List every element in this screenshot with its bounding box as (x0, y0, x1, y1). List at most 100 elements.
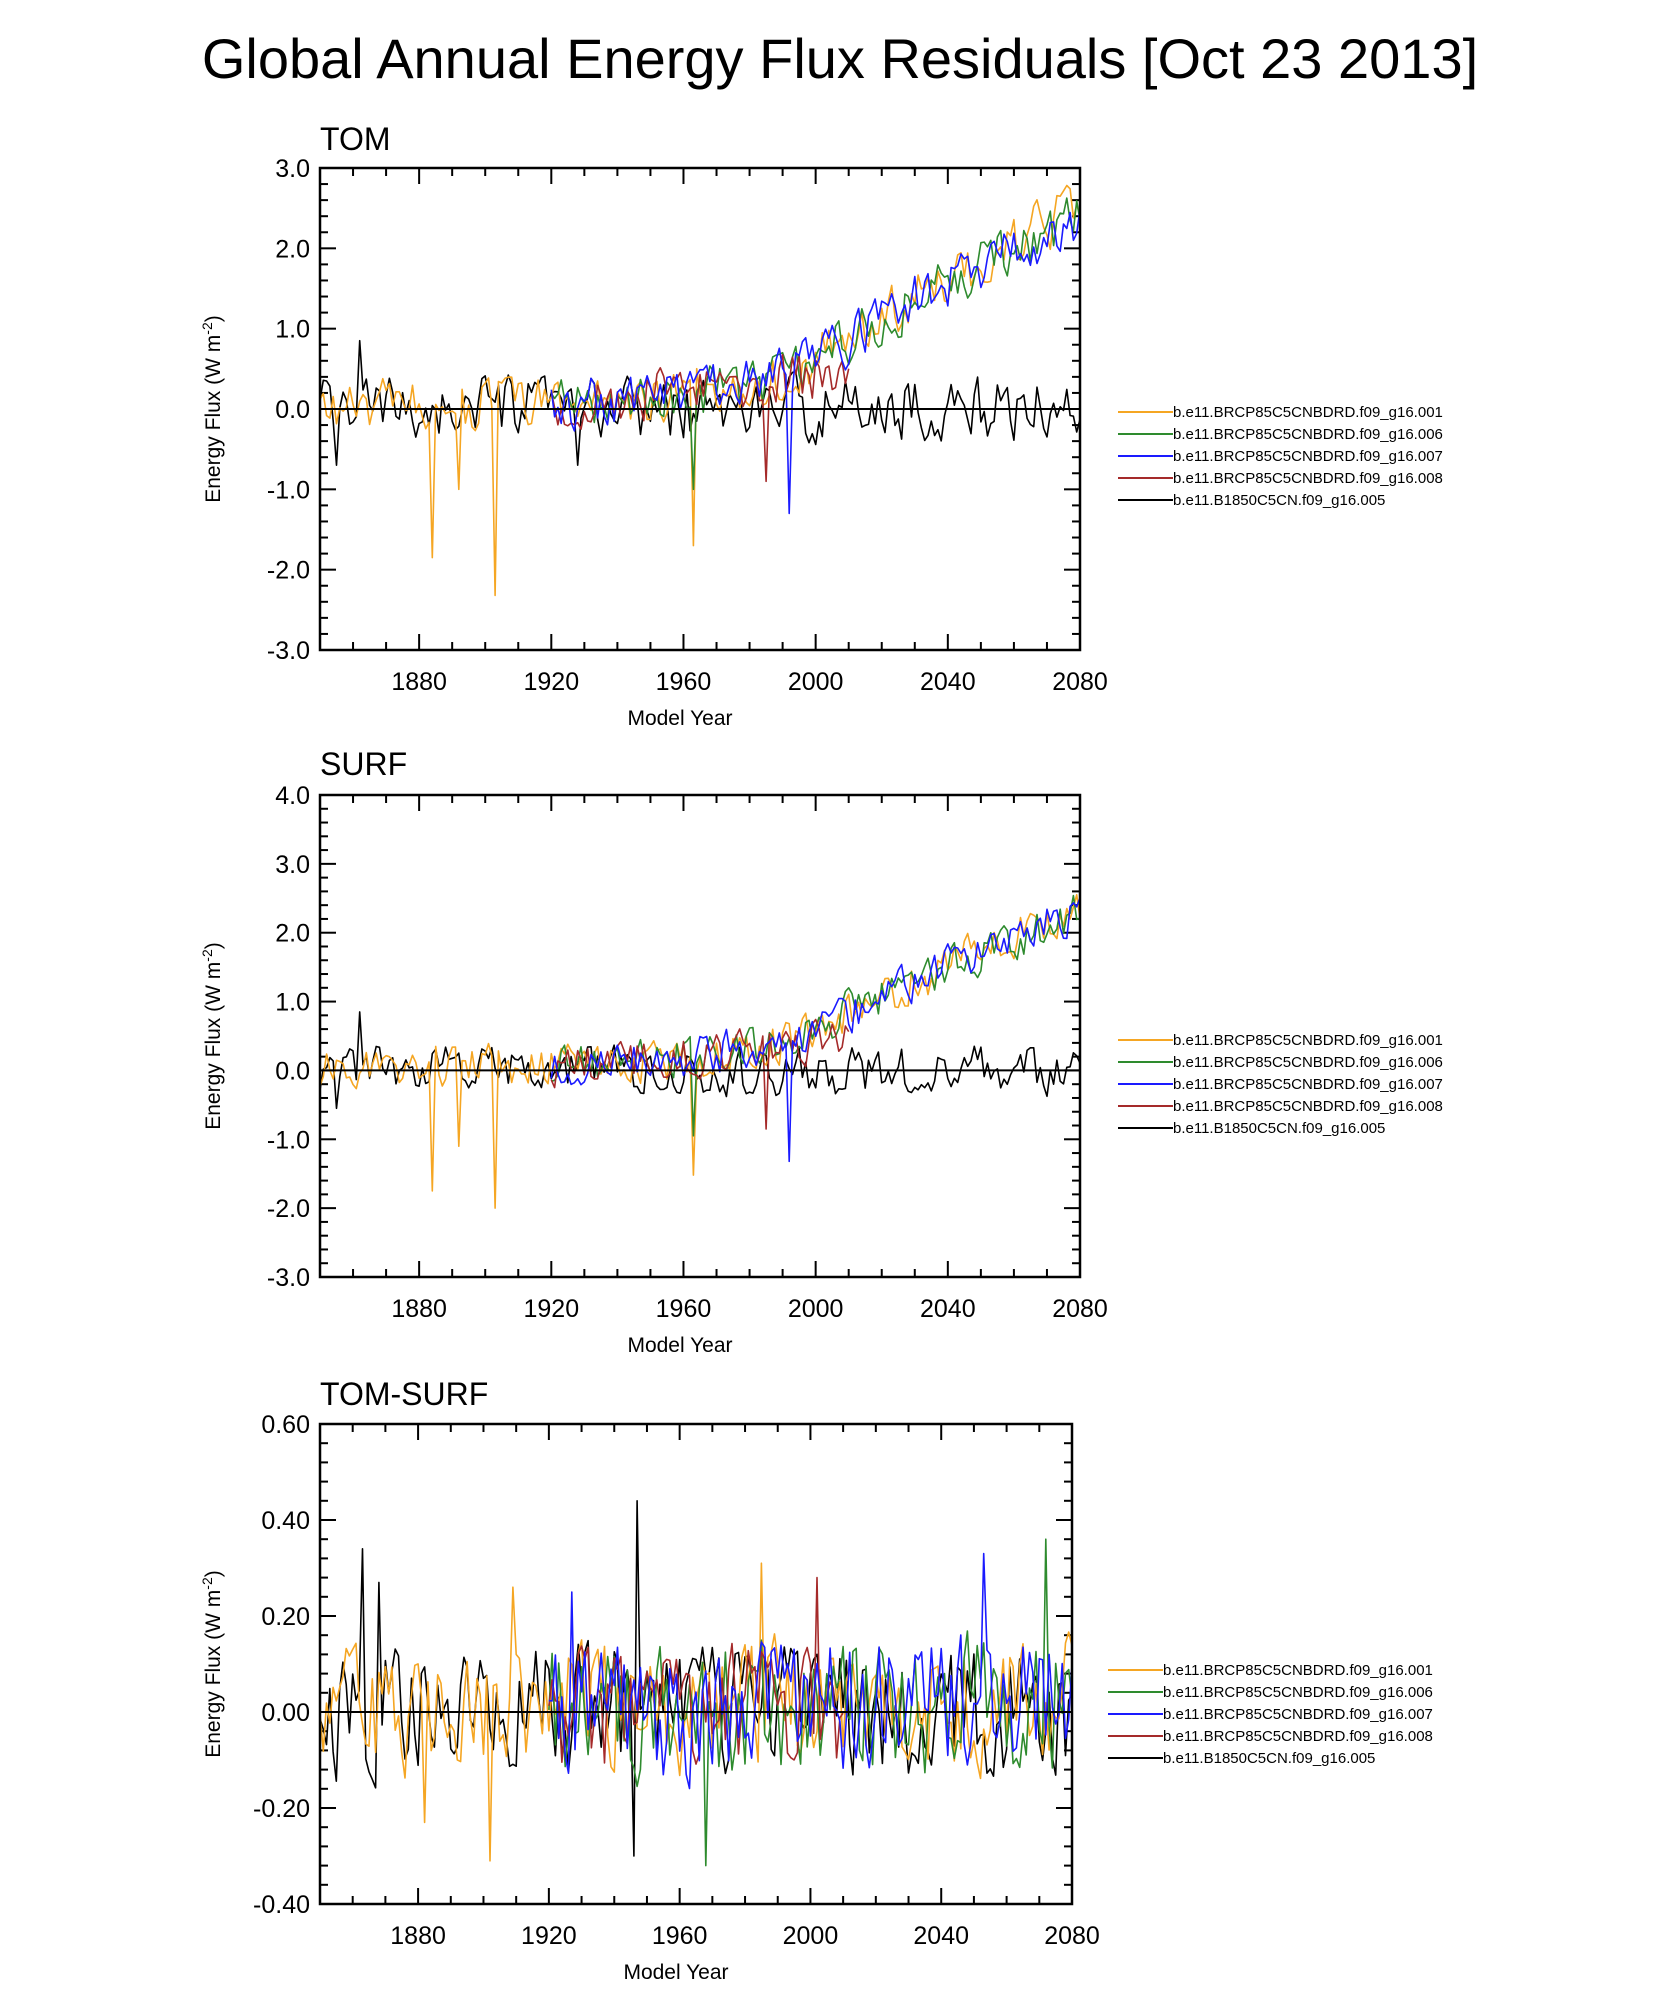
legend-label: b.e11.B1850C5CN.f09_g16.005 (1163, 1750, 1375, 1767)
legend: b.e11.BRCP85C5CNBDRD.f09_g16.001 b.e11.BR… (1118, 1032, 1443, 1137)
x-axis-label: Model Year (627, 1334, 732, 1357)
y-axis-label: Energy Flux (W m-2) (199, 942, 225, 1129)
x-tick-label: 1960 (656, 668, 712, 696)
legend-label: b.e11.BRCP85C5CNBDRD.f09_g16.007 (1173, 1076, 1443, 1093)
series-line-b-e11-brcp85c5cnbdrd-f09-g16-006 (550, 197, 1080, 491)
x-tick-label: 2080 (1052, 1295, 1108, 1323)
legend-label: b.e11.BRCP85C5CNBDRD.f09_g16.006 (1173, 1054, 1443, 1071)
legend: b.e11.BRCP85C5CNBDRD.f09_g16.001 b.e11.BR… (1118, 404, 1443, 509)
legend-label: b.e11.BRCP85C5CNBDRD.f09_g16.001 (1173, 1032, 1443, 1049)
x-axis-label: Model Year (627, 707, 732, 730)
x-tick-label: 2040 (920, 1295, 976, 1323)
series-line-b-e11-brcp85c5cnbdrd-f09-g16-006 (551, 894, 1080, 1137)
y-tick-label: 1.0 (275, 989, 310, 1017)
y-tick-label: 0.00 (261, 1699, 310, 1727)
series-line-b-e11-b1850c5cn-f09-g16-005 (320, 1500, 1072, 1857)
x-tick-label: 2040 (920, 668, 976, 696)
y-tick-label: 3.0 (275, 155, 310, 183)
panel-tom: TOM -3.0 -2.0 -1.0 0.0 1.0 2.0 3.0 1880 1920 1960 2… (199, 121, 1443, 730)
series-line-b-e11-brcp85c5cnbdrd-f09-g16-007 (550, 897, 1080, 1163)
y-tick-label: 0.20 (261, 1603, 310, 1631)
legend-label: b.e11.BRCP85C5CNBDRD.f09_g16.007 (1163, 1706, 1433, 1723)
y-tick-label: 2.0 (275, 920, 310, 948)
x-tick-label: 1960 (656, 1295, 712, 1323)
x-tick-label: 2080 (1044, 1922, 1100, 1950)
panel-title: TOM (320, 121, 391, 157)
legend-label: b.e11.B1850C5CN.f09_g16.005 (1173, 492, 1385, 509)
legend-item: b.e11.BRCP85C5CNBDRD.f09_g16.001 (1108, 1662, 1433, 1679)
series-group (320, 184, 1080, 597)
legend: b.e11.BRCP85C5CNBDRD.f09_g16.001 b.e11.BR… (1108, 1662, 1433, 1767)
series-line-b-e11-brcp85c5cnbdrd-f09-g16-007 (548, 1552, 1072, 1790)
legend-item: b.e11.BRCP85C5CNBDRD.f09_g16.007 (1108, 1706, 1433, 1723)
y-tick-label: -2.0 (267, 1195, 310, 1223)
legend-label: b.e11.BRCP85C5CNBDRD.f09_g16.006 (1173, 426, 1443, 443)
legend-item: b.e11.BRCP85C5CNBDRD.f09_g16.001 (1118, 1032, 1443, 1049)
x-tick-label: 2000 (788, 1295, 844, 1323)
legend-label: b.e11.B1850C5CN.f09_g16.005 (1173, 1120, 1385, 1137)
y-tick-label: 2.0 (275, 235, 310, 263)
panel-surf: SURF -3.0 -2.0 -1.0 0.0 1.0 2.0 3.0 4.0 1880 1920 1… (199, 746, 1443, 1357)
y-tick-label: -3.0 (267, 1264, 310, 1292)
y-axis-label: Energy Flux (W m-2) (199, 1570, 225, 1757)
x-tick-label: 1920 (523, 668, 579, 696)
panels: TOM -3.0 -2.0 -1.0 0.0 1.0 2.0 3.0 1880 1920 1960 2… (199, 121, 1443, 1984)
legend-item: b.e11.BRCP85C5CNBDRD.f09_g16.008 (1108, 1728, 1433, 1745)
y-tick-label: -3.0 (267, 637, 310, 665)
legend-label: b.e11.BRCP85C5CNBDRD.f09_g16.008 (1163, 1728, 1433, 1745)
legend-item: b.e11.BRCP85C5CNBDRD.f09_g16.007 (1118, 448, 1443, 465)
legend-label: b.e11.BRCP85C5CNBDRD.f09_g16.008 (1173, 1098, 1443, 1115)
series-line-b-e11-brcp85c5cnbdrd-f09-g16-008 (550, 1018, 850, 1130)
legend-item: b.e11.B1850C5CN.f09_g16.005 (1118, 1120, 1385, 1137)
y-tick-label: -1.0 (267, 476, 310, 504)
legend-item: b.e11.BRCP85C5CNBDRD.f09_g16.008 (1118, 1098, 1443, 1115)
y-tick-label: 0.0 (275, 1057, 310, 1085)
x-axis-label: Model Year (623, 1961, 728, 1984)
plot-frame (318, 166, 1082, 652)
legend-item: b.e11.BRCP85C5CNBDRD.f09_g16.008 (1118, 470, 1443, 487)
y-tick-label: -2.0 (267, 557, 310, 585)
panel-tom-surf: TOM-SURF -0.40 -0.20 0.00 0.20 0.40 0.60 1880 19… (199, 1376, 1433, 1984)
series-group (320, 1500, 1072, 1867)
x-tick-label: 2040 (913, 1922, 969, 1950)
x-tick-label: 2080 (1052, 668, 1108, 696)
y-tick-label: -1.0 (267, 1126, 310, 1154)
x-tick-label: 1920 (523, 1295, 579, 1323)
y-tick-label: -0.20 (253, 1795, 310, 1823)
panel-title: SURF (320, 746, 407, 782)
y-tick-label: -0.40 (253, 1891, 310, 1919)
legend-label: b.e11.BRCP85C5CNBDRD.f09_g16.008 (1173, 470, 1443, 487)
series-group (320, 893, 1080, 1209)
y-tick-label: 4.0 (275, 782, 310, 810)
x-tick-label: 1880 (391, 668, 447, 696)
legend-label: b.e11.BRCP85C5CNBDRD.f09_g16.007 (1173, 448, 1443, 465)
series-line-b-e11-b1850c5cn-f09-g16-005 (320, 1011, 1080, 1110)
y-tick-label: 0.40 (261, 1507, 310, 1535)
panel-title: TOM-SURF (320, 1376, 488, 1412)
y-axis-label: Energy Flux (W m-2) (199, 315, 225, 502)
figure-title: Global Annual Energy Flux Residuals [Oct… (202, 27, 1478, 90)
legend-label: b.e11.BRCP85C5CNBDRD.f09_g16.001 (1173, 404, 1443, 421)
plot-frame (318, 793, 1082, 1279)
legend-label: b.e11.BRCP85C5CNBDRD.f09_g16.006 (1163, 1684, 1433, 1701)
legend-label: b.e11.BRCP85C5CNBDRD.f09_g16.001 (1163, 1662, 1433, 1679)
series-line-b-e11-brcp85c5cnbdrd-f09-g16-006 (548, 1538, 1072, 1867)
x-tick-label: 1960 (652, 1922, 708, 1950)
series-line-b-e11-brcp85c5cnbdrd-f09-g16-001 (320, 893, 1080, 1209)
plot-frame (318, 1422, 1074, 1906)
x-tick-label: 1920 (521, 1922, 577, 1950)
y-tick-label: 0.60 (261, 1411, 310, 1439)
y-tick-label: 0.0 (275, 396, 310, 424)
x-tick-label: 1880 (390, 1922, 446, 1950)
series-line-b-e11-brcp85c5cnbdrd-f09-g16-007 (550, 209, 1080, 515)
legend-item: b.e11.BRCP85C5CNBDRD.f09_g16.006 (1108, 1684, 1433, 1701)
legend-item: b.e11.BRCP85C5CNBDRD.f09_g16.006 (1118, 426, 1443, 443)
x-tick-label: 1880 (391, 1295, 447, 1323)
legend-item: b.e11.B1850C5CN.f09_g16.005 (1118, 492, 1385, 509)
legend-item: b.e11.BRCP85C5CNBDRD.f09_g16.001 (1118, 404, 1443, 421)
legend-item: b.e11.BRCP85C5CNBDRD.f09_g16.006 (1118, 1054, 1443, 1071)
legend-item: b.e11.B1850C5CN.f09_g16.005 (1108, 1750, 1375, 1767)
y-tick-label: 1.0 (275, 316, 310, 344)
x-tick-label: 2000 (783, 1922, 839, 1950)
